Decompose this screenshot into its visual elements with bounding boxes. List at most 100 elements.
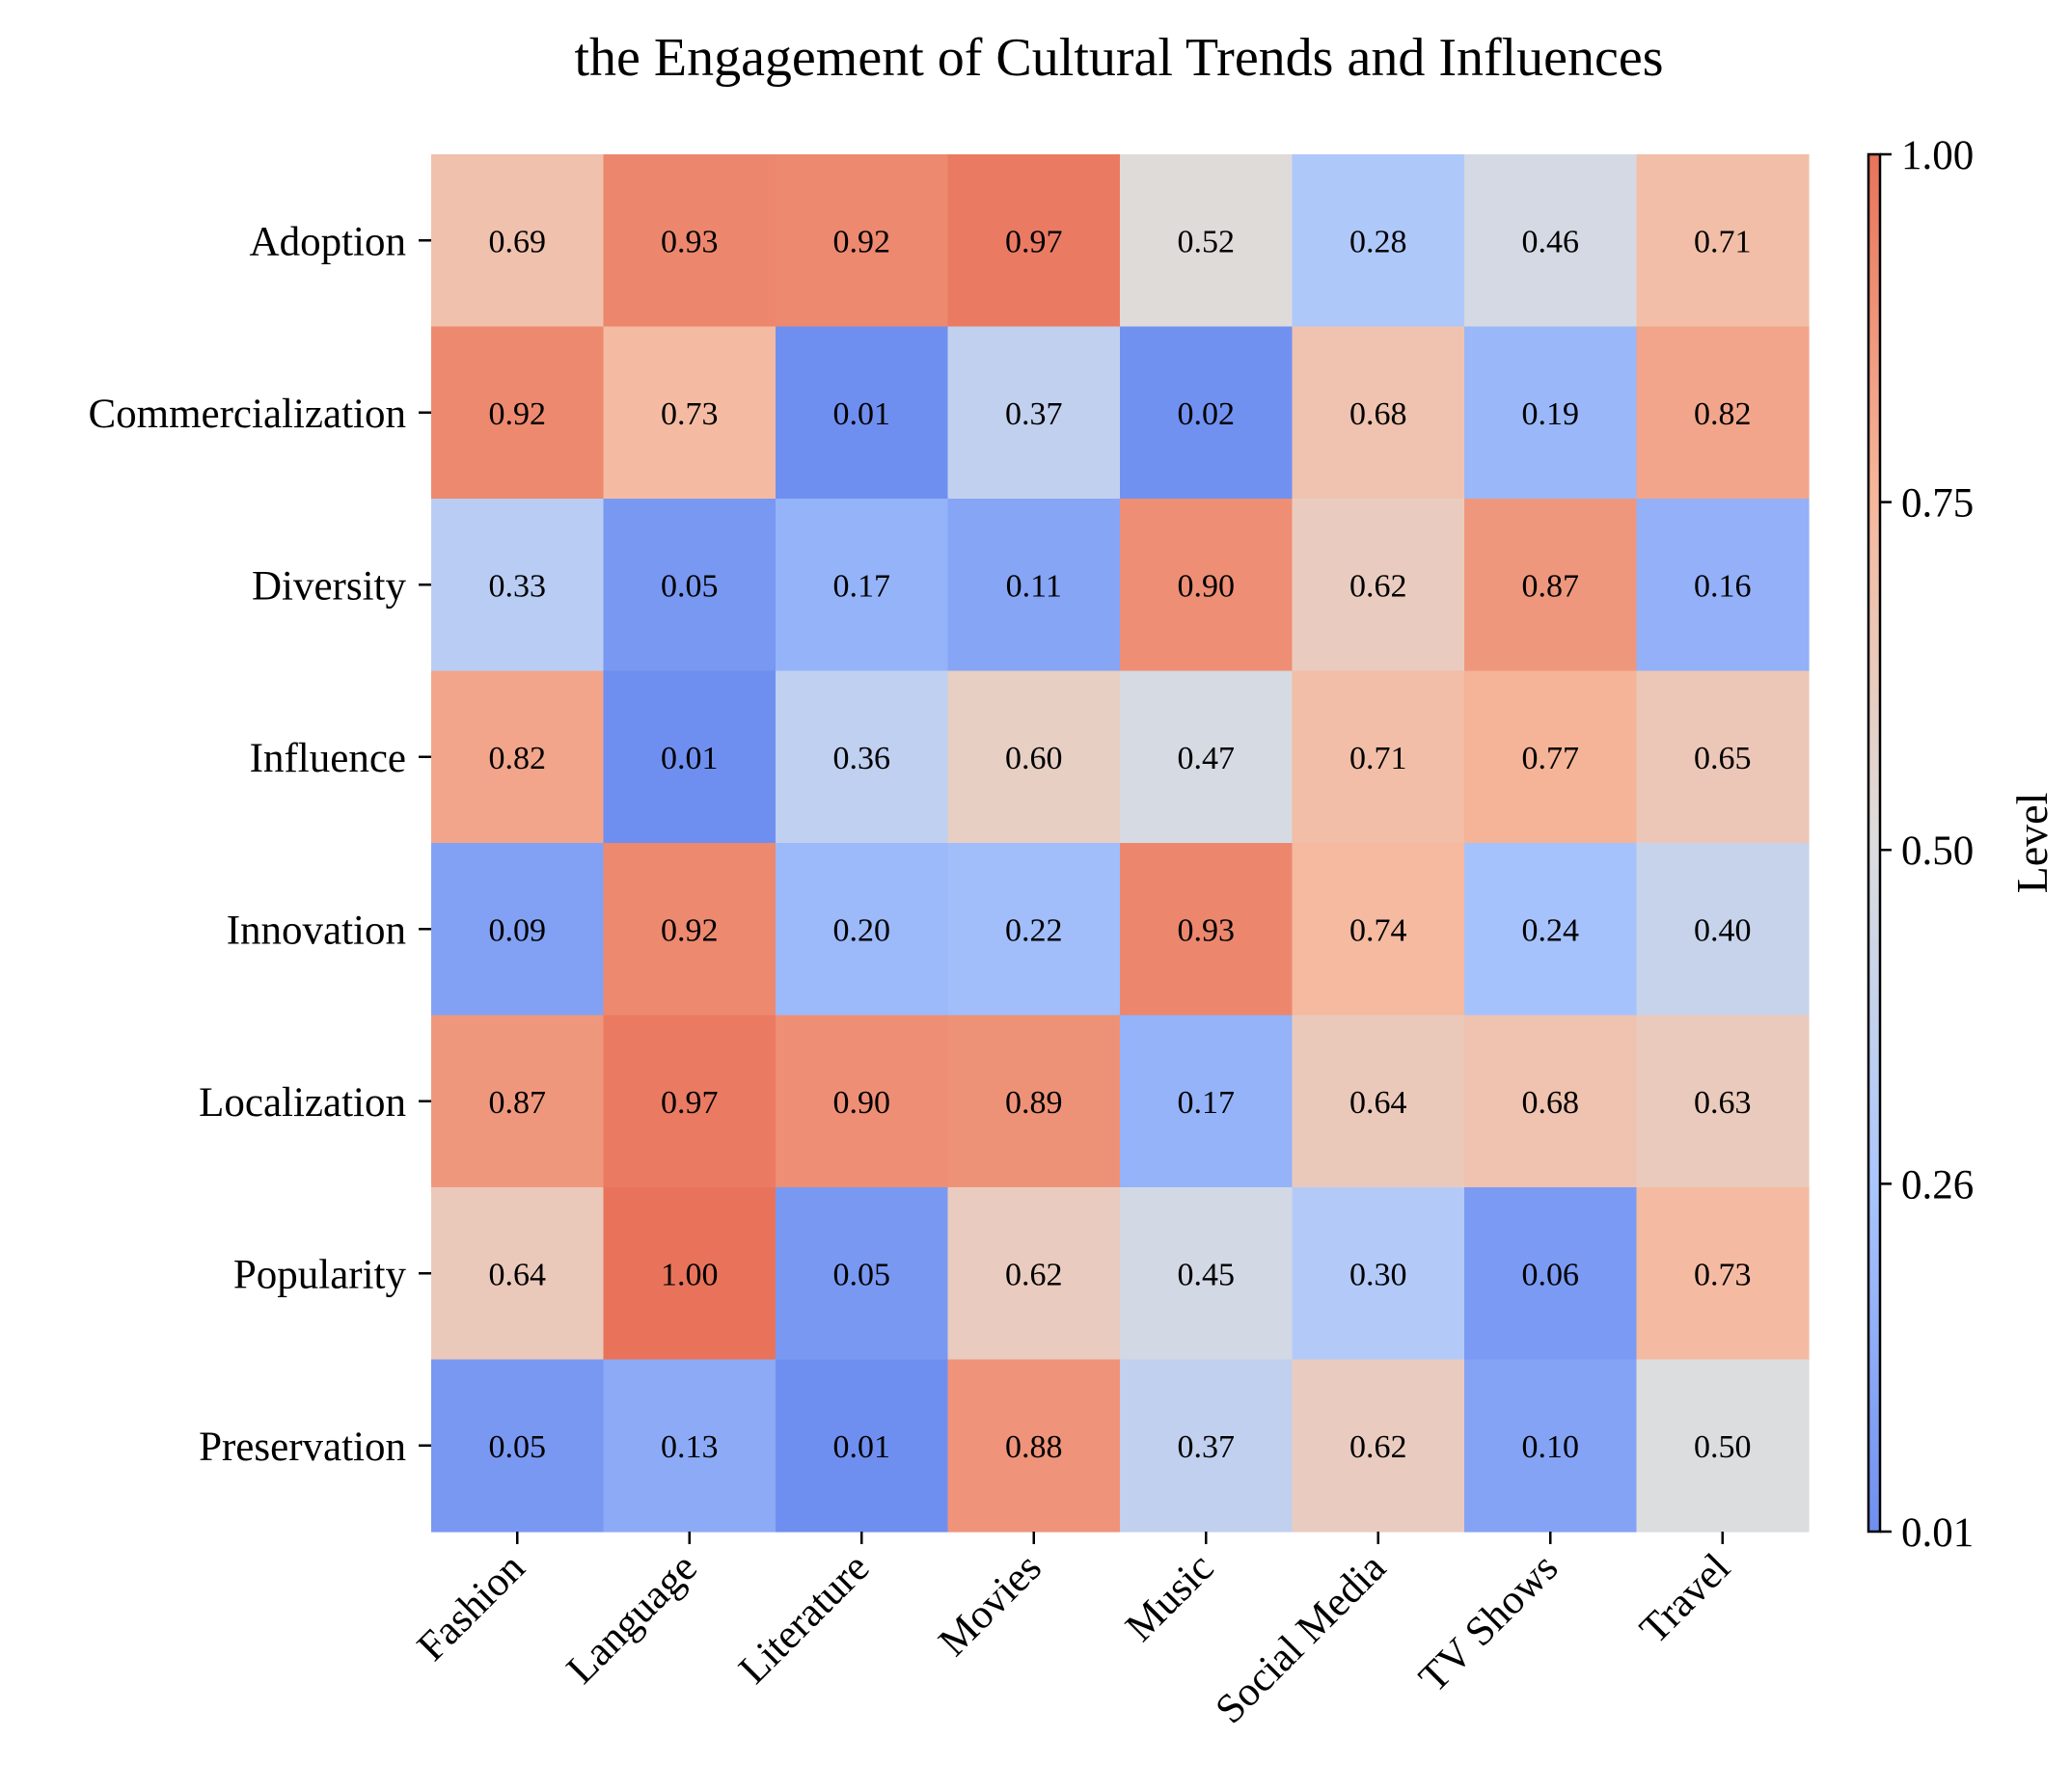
cell-value-label: 0.20 (833, 912, 891, 948)
heatmap-cell (776, 843, 949, 1017)
y-axis: Adoption Commercialization Diversity Influe… (88, 219, 431, 1470)
colorbar-label: Level (2007, 793, 2057, 894)
cell-value-label: 0.88 (1005, 1429, 1063, 1465)
heatmap-cell (1464, 499, 1638, 672)
heatmap-cell (431, 499, 605, 672)
heatmap-cell (1120, 1015, 1294, 1188)
cell-value-label: 0.09 (489, 912, 547, 948)
cell-value-label: 0.02 (1178, 396, 1236, 432)
heatmap-cell (1636, 326, 1810, 500)
cell-value-label: 0.92 (489, 396, 547, 432)
cell-value-label: 0.74 (1349, 912, 1407, 948)
cell-value-label: 0.63 (1694, 1085, 1752, 1121)
heatmap-cell (1464, 1187, 1638, 1361)
heatmap-cell (1120, 670, 1294, 844)
heatmap-cell (947, 1359, 1121, 1533)
cell-value-label: 0.16 (1694, 568, 1752, 604)
heatmap-cell (1120, 154, 1294, 328)
cell-value-label: 0.62 (1005, 1257, 1063, 1292)
cell-value-label: 0.65 (1694, 741, 1752, 776)
heatmap-cell (1292, 1015, 1465, 1188)
heatmap-cell (1120, 1187, 1294, 1361)
cell-value-label: 0.01 (833, 396, 891, 432)
cell-value-label: 0.87 (1522, 568, 1580, 604)
x-tick-label: Music (1117, 1545, 1222, 1650)
x-tick-label: Language (559, 1545, 706, 1693)
cell-value-label: 0.17 (1178, 1085, 1236, 1121)
y-tick-label: Diversity (252, 563, 407, 609)
heatmap-cell (1120, 843, 1294, 1017)
heatmap-cell (603, 1359, 777, 1533)
heatmap-cell (1636, 843, 1810, 1017)
heatmap-cell (1120, 1359, 1294, 1533)
heatmap-cell (1636, 1015, 1810, 1188)
colorbar: 0.01 0.26 0.50 0.75 1.00 Level (1867, 133, 2057, 1556)
heatmap-cell (776, 499, 949, 672)
heatmap-cell (603, 1187, 777, 1361)
y-tick-label: Preservation (199, 1425, 406, 1470)
cell-value-label: 0.93 (661, 224, 719, 259)
x-axis: Fashion Language Literature Movies MusicSoci… (409, 1532, 1739, 1732)
cell-value-label: 0.37 (1005, 396, 1063, 432)
heatmap-cell (1636, 670, 1810, 844)
cell-value-label: 1.00 (661, 1257, 719, 1292)
x-tick-label: Movies (930, 1545, 1049, 1665)
cell-value-label: 0.17 (833, 568, 891, 604)
heatmap-cell (1464, 326, 1638, 500)
cell-value-label: 0.62 (1349, 1429, 1407, 1465)
cell-value-label: 0.05 (661, 568, 719, 604)
heatmap-cell (1636, 154, 1810, 328)
cell-value-label: 0.28 (1349, 224, 1407, 259)
cell-value-label: 0.82 (489, 741, 547, 776)
heatmap-cell (947, 1187, 1121, 1361)
cell-value-label: 0.30 (1349, 1257, 1407, 1292)
cell-value-label: 0.45 (1178, 1257, 1236, 1292)
heatmap-cell (431, 326, 605, 500)
cell-value-label: 0.46 (1522, 224, 1580, 259)
cell-value-label: 0.10 (1522, 1429, 1580, 1465)
heatmap-cell (1292, 154, 1465, 328)
heatmap-cell (603, 499, 777, 672)
y-tick-label: Popularity (233, 1252, 407, 1297)
x-tick-label: Travel (1631, 1545, 1739, 1653)
cell-value-label: 0.05 (833, 1257, 891, 1292)
heatmap-cell (1464, 843, 1638, 1017)
colorbar-tick-label: 1.00 (1901, 133, 1974, 178)
heatmap-cell (947, 670, 1121, 844)
cell-value-label: 0.40 (1694, 912, 1752, 948)
cell-value-label: 0.92 (661, 912, 719, 948)
heatmap-cell (603, 670, 777, 844)
x-tick-label: Literature (730, 1545, 878, 1693)
cell-value-label: 0.01 (833, 1429, 891, 1465)
cell-value-label: 0.92 (833, 224, 891, 259)
heatmap-cell (947, 154, 1121, 328)
cell-value-label: 0.22 (1005, 912, 1063, 948)
heatmap-cell (1464, 1015, 1638, 1188)
cell-value-label: 0.89 (1005, 1085, 1063, 1121)
heatmap-cell (776, 154, 949, 328)
heatmap-cell (947, 499, 1121, 672)
cell-value-label: 0.05 (489, 1429, 547, 1465)
cell-value-label: 0.60 (1005, 741, 1063, 776)
cell-value-label: 0.90 (833, 1085, 891, 1121)
cell-value-label: 0.33 (489, 568, 547, 604)
cell-value-label: 0.62 (1349, 568, 1407, 604)
cell-value-label: 0.36 (833, 741, 891, 776)
heatmap-cell (1292, 843, 1465, 1017)
heatmap-cell (1120, 499, 1294, 672)
x-tick-label: Fashion (409, 1545, 534, 1670)
cell-value-label: 0.06 (1522, 1257, 1580, 1292)
heatmap-cell (603, 154, 777, 328)
heatmap-cells: 0.69 0.93 0.92 0.97 0.52 0.28 0.46 0.71 0.92 0.73… (431, 154, 1810, 1533)
cell-value-label: 0.77 (1522, 741, 1580, 776)
cell-value-label: 0.50 (1694, 1429, 1752, 1465)
heatmap-cell (431, 1015, 605, 1188)
cell-value-label: 0.69 (489, 224, 547, 259)
heatmap-cell (431, 670, 605, 844)
cell-value-label: 0.01 (661, 741, 719, 776)
chart-title: the Engagement of Cultural Trends and In… (574, 28, 1663, 88)
heatmap-cell (947, 326, 1121, 500)
heatmap-cell (1464, 1359, 1638, 1533)
colorbar-gradient (1867, 152, 1882, 1534)
